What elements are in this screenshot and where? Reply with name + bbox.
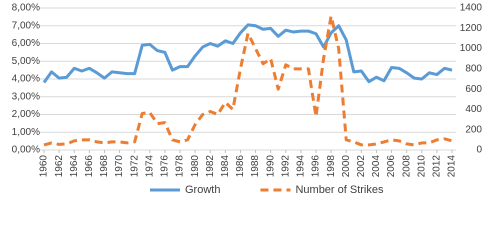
x-tick-label: 1976 xyxy=(160,155,171,178)
y2-tick-label: 200 xyxy=(465,124,482,135)
y-tick-label: 1,00% xyxy=(12,127,40,138)
legend-label: Growth xyxy=(185,184,220,196)
x-tick-label: 1972 xyxy=(129,155,140,178)
y2-tick-label: 800 xyxy=(465,63,482,74)
x-tick-label: 1978 xyxy=(175,155,186,178)
y-tick-label: 2,00% xyxy=(12,109,40,120)
chart: 0,00% 1,00% 2,00% 3,00% 4,00% 5,00% 6,00% 7,00%… xyxy=(12,3,483,196)
series-line xyxy=(43,14,453,147)
x-tick-label: 1974 xyxy=(144,155,155,178)
x-tick-label: 2012 xyxy=(432,155,443,178)
y2-tick-label: 400 xyxy=(465,104,482,115)
x-tick-label: 1986 xyxy=(235,155,246,178)
x-tick-label: 1994 xyxy=(296,155,307,178)
y-tick-label: 6,00% xyxy=(12,38,40,49)
x-tick-label: 1968 xyxy=(99,155,110,178)
x-tick-label: 2008 xyxy=(401,155,412,178)
x-tick-label: 2006 xyxy=(386,155,397,178)
x-tick-label: 1980 xyxy=(190,155,201,178)
y2-tick-label: 1400 xyxy=(460,3,483,14)
x-tick-label: 2014 xyxy=(447,155,458,178)
y-tick-label: 4,00% xyxy=(12,74,40,85)
x-tick-label: 1962 xyxy=(54,155,65,178)
y-tick-label: 7,00% xyxy=(12,20,40,31)
x-tick-label: 2000 xyxy=(341,155,352,178)
x-tick-label: 1996 xyxy=(311,155,322,178)
x-tick-label: 1988 xyxy=(250,155,261,178)
y-tick-label: 5,00% xyxy=(12,56,40,67)
x-tick-label: 1998 xyxy=(326,155,337,178)
x-tick-label: 1964 xyxy=(69,155,80,178)
y-tick-label: 8,00% xyxy=(12,3,40,14)
x-tick-label: 1984 xyxy=(220,155,231,178)
x-tick-label: 1970 xyxy=(114,155,125,178)
series-line xyxy=(42,23,453,84)
x-tick-label: 1966 xyxy=(84,155,95,178)
legend-label: Number of Strikes xyxy=(295,184,384,196)
y2-tick-label: 600 xyxy=(465,84,482,95)
x-tick-label: 2002 xyxy=(356,155,367,178)
x-tick-label: 2010 xyxy=(416,155,427,178)
y-tick-label: 0,00% xyxy=(12,145,40,156)
y2-tick-label: 1200 xyxy=(460,23,483,34)
y2-tick-label: 0 xyxy=(476,145,482,156)
x-tick-label: 1982 xyxy=(205,155,216,178)
x-tick-label: 1960 xyxy=(39,155,50,178)
y2-tick-label: 1000 xyxy=(460,43,483,54)
x-tick-label: 2004 xyxy=(371,155,382,178)
y-tick-label: 3,00% xyxy=(12,91,40,102)
x-tick-label: 1992 xyxy=(280,155,291,178)
x-tick-label: 1990 xyxy=(265,155,276,178)
